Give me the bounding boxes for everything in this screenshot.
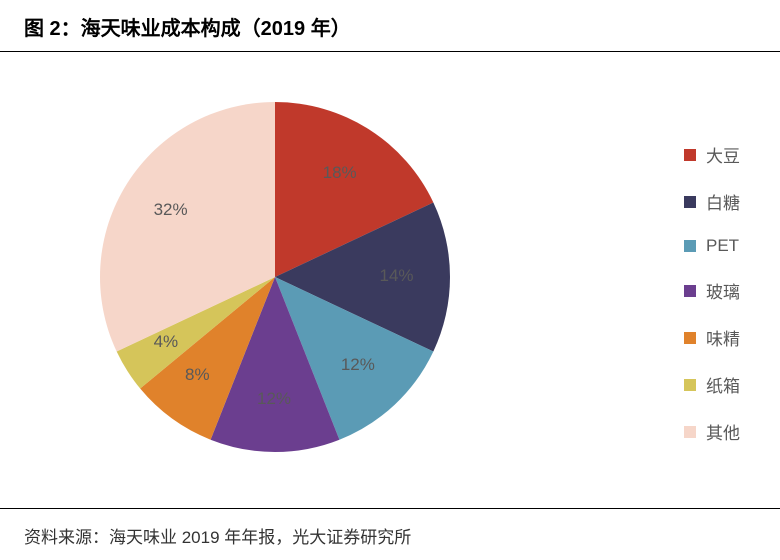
pie-chart: 18% 14% 12% 12% 8% 4% 32% [90,92,460,462]
legend-item: 味精 [684,325,740,350]
legend-swatch [684,149,696,161]
legend-label: PET [706,236,739,256]
pie-slice-label: 32% [154,200,188,220]
source-text: 资料来源：海天味业 2019 年年报，光大证券研究所 [24,523,756,548]
legend-item: 其他 [684,419,740,444]
pie-slice-label: 12% [341,355,375,375]
chart-title: 图 2：海天味业成本构成（2019 年） [24,12,756,41]
pie-slice-label: 8% [185,365,210,385]
legend-label: 纸箱 [706,372,740,397]
footer: 资料来源：海天味业 2019 年年报，光大证券研究所 [0,508,780,560]
legend-swatch [684,240,696,252]
legend-swatch [684,285,696,297]
chart-container: 18% 14% 12% 12% 8% 4% 32% 大豆白糖 PET 玻璃味精纸箱其他 [0,52,780,497]
pie-slice-label: 12% [257,389,291,409]
legend-label: 白糖 [706,189,740,214]
legend-swatch [684,379,696,391]
pie-slice-label: 4% [154,332,179,352]
legend-label: 其他 [706,419,740,444]
legend-label: 味精 [706,325,740,350]
pie-slice-label: 18% [323,163,357,183]
legend-label: 玻璃 [706,278,740,303]
pie-slice-label: 14% [380,266,414,286]
legend-item: 纸箱 [684,372,740,397]
legend-item: 白糖 [684,189,740,214]
legend-item: PET [684,236,740,256]
title-bar: 图 2：海天味业成本构成（2019 年） [0,0,780,52]
legend-label: 大豆 [706,142,740,167]
legend-swatch [684,426,696,438]
legend-swatch [684,332,696,344]
legend: 大豆白糖 PET 玻璃味精纸箱其他 [684,142,740,444]
legend-swatch [684,196,696,208]
legend-item: 大豆 [684,142,740,167]
legend-item: 玻璃 [684,278,740,303]
